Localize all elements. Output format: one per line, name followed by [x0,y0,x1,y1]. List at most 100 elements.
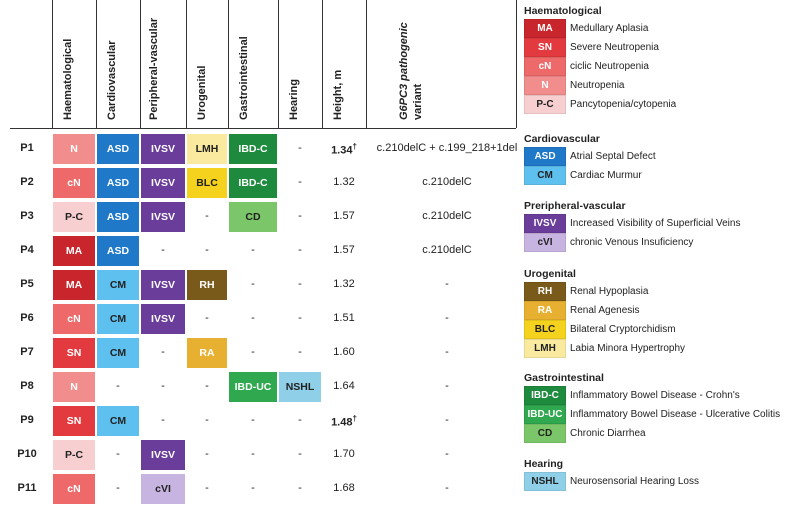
header-divider [228,0,229,128]
table-row: P2 cN ASD IVSV BLC IBD-C - 1.32 c.210delC [0,167,520,199]
cell-periph: IVSV [141,440,185,470]
cell-uro: LMH [187,134,227,164]
variant-value: c.210delC [422,176,472,188]
cell-haem: SN [53,338,95,368]
variant-value: c.210delC [422,210,472,222]
header-divider [322,0,323,128]
table-row: P5 MA CM IVSV RH - - 1.32 - [0,269,520,301]
cell-haem: P-C [53,440,95,470]
legend-swatch: RH [524,282,566,301]
empty-dash: - [298,278,302,290]
variant-value: - [445,312,449,324]
table-row: P6 cN CM IVSV - - - 1.51 - [0,303,520,335]
patient-id: P1 [20,142,34,154]
empty-dash: - [298,244,302,256]
legend-item: RA Renal Agenesis [524,301,796,320]
empty-dash: - [116,448,120,460]
height-number: 1.57 [333,244,355,256]
legend-item: SN Severe Neutropenia [524,38,796,57]
empty-dash: - [205,414,209,426]
legend-item: RH Renal Hypoplasia [524,282,796,301]
empty-dash: - [205,482,209,494]
cell-haem: SN [53,406,95,436]
legend-swatch: BLC [524,320,566,339]
empty-dash: - [298,210,302,222]
empty-dash: - [251,244,255,256]
height-value: 1.34† [324,142,364,157]
empty-dash: - [298,482,302,494]
legend-swatch: CD [524,424,566,443]
legend-item: LMH Labia Minora Hypertrophy [524,339,796,358]
empty-dash: - [161,244,165,256]
variant-value: - [445,346,449,358]
cell-uro: BLC [187,168,227,198]
header-divider [366,0,367,128]
table-row: P4 MA ASD - - - - 1.57 c.210delC [0,235,520,267]
cell-haem: MA [53,236,95,266]
legend-group: Urogenital RH Renal Hypoplasia RA Renal Agen… [524,268,796,358]
height-number: 1.64 [333,380,355,392]
cell-cardio: CM [97,304,139,334]
height-value: 1.57 [324,244,364,256]
legend-label: Labia Minora Hypertrophy [570,343,686,354]
legend-swatch: CM [524,166,566,185]
table-row: P3 P-C ASD IVSV - CD - 1.57 c.210delC [0,201,520,233]
patient-id: P8 [20,380,34,392]
header-height: Height, m [332,69,344,120]
empty-dash: - [161,414,165,426]
legend-item: N Neutropenia [524,76,796,95]
header-divider [52,0,53,128]
cell-cardio: CM [97,338,139,368]
legend-label: Medullary Aplasia [570,23,649,34]
variant-value: - [445,414,449,426]
header-cardiovascular: Cardiovascular [106,40,118,120]
variant-value: - [445,448,449,460]
height-number: 1.70 [333,448,355,460]
empty-dash: - [205,312,209,324]
legend-swatch: ASD [524,147,566,166]
legend-title: Hearing [524,458,564,470]
cell-haem: N [53,134,95,164]
legend-label: chronic Venous Insuficiency [570,237,694,248]
legend-swatch: cVI [524,233,566,252]
cell-haem: cN [53,304,95,334]
legend-item: P-C Pancytopenia/cytopenia [524,95,796,114]
legend-item: IVSV Increased Visibility of Superficial … [524,214,796,233]
legend-item: BLC Bilateral Cryptorchidism [524,320,796,339]
empty-dash: - [161,346,165,358]
empty-dash: - [251,414,255,426]
legend-swatch: MA [524,19,566,38]
header-variant-line1: G6PC3 pathogenic [398,22,410,120]
empty-dash: - [251,278,255,290]
header-haematological: Haematological [62,38,74,120]
legend-label: Renal Agenesis [570,305,640,316]
legend-item: cN ciclic Neutropenia [524,57,796,76]
empty-dash: - [298,142,302,154]
height-number: 1.34 [331,144,353,157]
legend-swatch: IBD-UC [524,405,566,424]
legend-item: IBD-C Inflammatory Bowel Disease - Crohn'… [524,386,796,405]
legend-label: ciclic Neutropenia [570,61,649,72]
cell-haem: MA [53,270,95,300]
legend-swatch: IVSV [524,214,566,233]
legend-item: cVI chronic Venous Insuficiency [524,233,796,252]
deceased-mark: † [352,414,357,423]
empty-dash: - [161,380,165,392]
cell-periph: IVSV [141,134,185,164]
patient-id: P9 [20,414,34,426]
header-urogenital: Urogenital [196,65,208,120]
legend-item: NSHL Neurosensorial Hearing Loss [524,472,796,491]
legend-label: Renal Hypoplasia [570,286,649,297]
legend-title: Preripheral-vascular [524,200,626,212]
cell-cardio: CM [97,406,139,436]
legend-label: Neutropenia [570,80,625,91]
cell-gastro: IBD-UC [229,372,277,402]
height-value: 1.48† [324,414,364,429]
variant-value: - [445,380,449,392]
cell-gastro: CD [229,202,277,232]
patient-id: P2 [20,176,34,188]
empty-dash: - [205,448,209,460]
height-number: 1.32 [333,176,355,188]
legend-item: CM Cardiac Murmur [524,166,796,185]
header-divider [96,0,97,128]
